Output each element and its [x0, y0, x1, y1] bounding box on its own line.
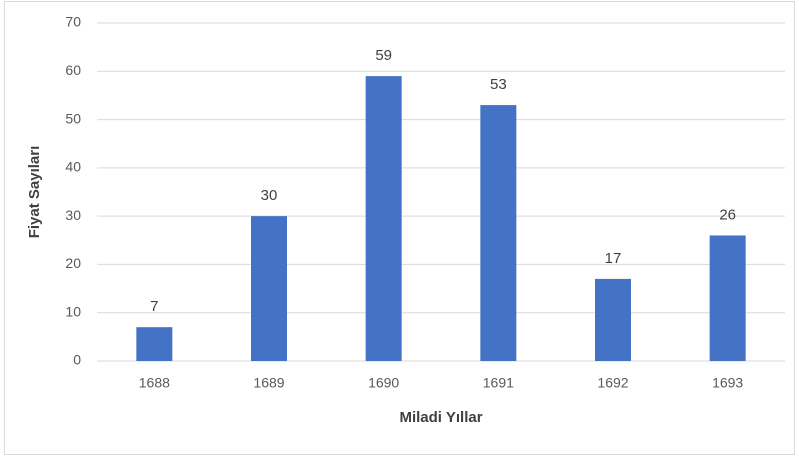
y-tick-label: 60 — [65, 62, 81, 78]
data-label: 17 — [605, 250, 622, 267]
y-tick-label: 20 — [65, 255, 81, 271]
x-tick-label: 1689 — [253, 375, 284, 391]
y-tick-label: 40 — [65, 159, 81, 175]
bar — [136, 327, 173, 361]
bar — [480, 105, 517, 361]
bar — [709, 235, 746, 361]
data-label: 59 — [375, 47, 392, 64]
bar — [251, 216, 287, 361]
y-tick-label: 30 — [65, 207, 81, 223]
x-tick-label: 1692 — [597, 375, 628, 391]
data-label: 7 — [150, 298, 158, 315]
y-axis-title: Fiyat Sayıları — [26, 146, 43, 239]
x-axis-title: Miladi Yıllar — [399, 409, 482, 426]
y-tick-label: 10 — [65, 303, 81, 319]
x-tick-label: 1688 — [139, 375, 170, 391]
y-tick-label: 0 — [73, 352, 81, 368]
bar — [365, 76, 402, 361]
bar — [595, 278, 631, 361]
data-label: 30 — [261, 187, 278, 204]
y-tick-label: 70 — [65, 14, 81, 30]
x-tick-label: 1693 — [712, 375, 743, 391]
y-tick-label: 50 — [65, 110, 81, 126]
data-label: 26 — [719, 206, 736, 223]
data-label: 53 — [490, 76, 507, 93]
x-tick-label: 1690 — [368, 375, 399, 391]
x-tick-label: 1691 — [483, 375, 514, 391]
